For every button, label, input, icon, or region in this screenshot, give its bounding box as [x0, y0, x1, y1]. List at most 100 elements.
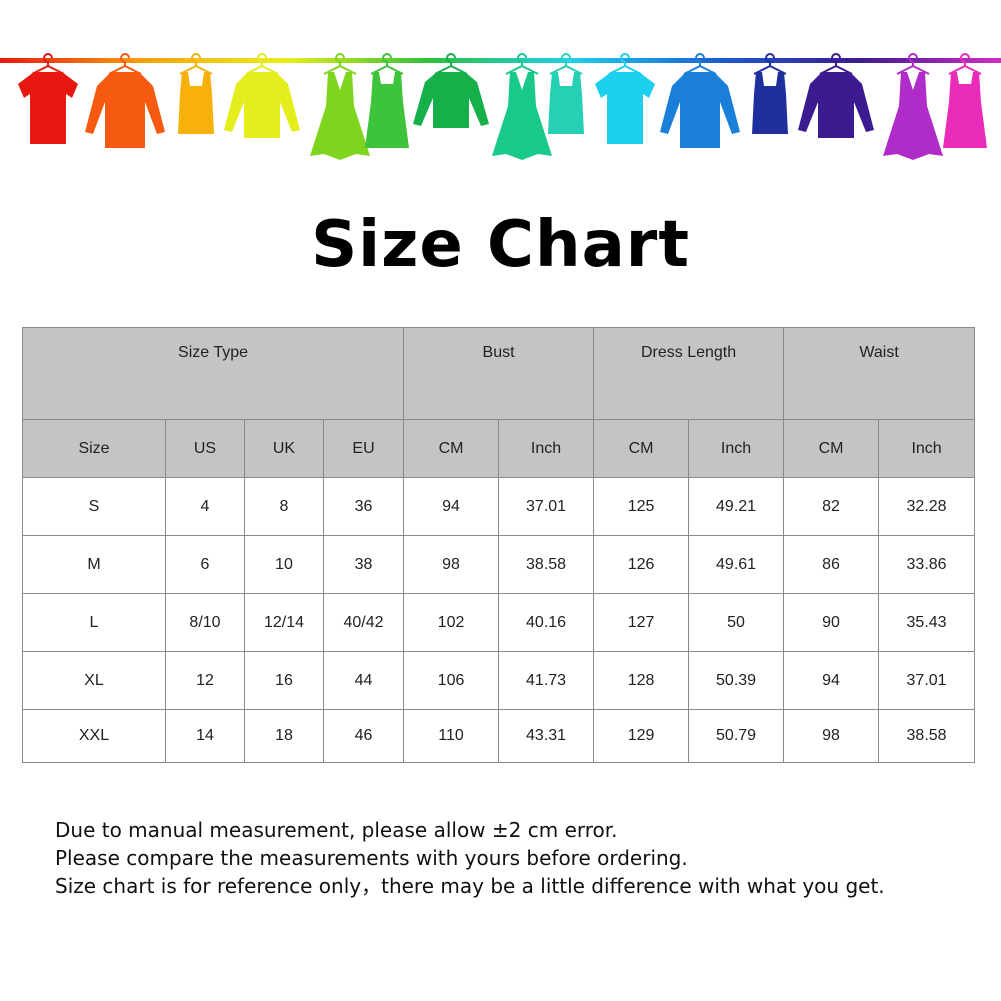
cardigan-garment-icon	[224, 53, 300, 138]
table-cell: 90	[783, 593, 880, 652]
hanger-icon	[31, 53, 65, 75]
note-line: Due to manual measurement, please allow …	[55, 818, 618, 842]
table-cell: XL	[22, 651, 166, 710]
note-line: Size chart is for reference only，there m…	[55, 874, 885, 898]
hanger-icon	[245, 53, 279, 75]
table-cell: 49.61	[688, 535, 785, 594]
header-size-type: Size Type	[21, 327, 405, 420]
sub-header-cell: Inch	[498, 419, 595, 478]
dress-garment-icon	[310, 53, 370, 160]
table-cell: 46	[322, 709, 405, 763]
table-cell: 8	[244, 477, 324, 536]
hanger-icon	[683, 53, 717, 75]
hanger-icon	[549, 53, 583, 75]
header-bust: Bust	[403, 327, 595, 420]
sub-header-cell: EU	[322, 419, 405, 478]
hanger-icon	[370, 53, 404, 75]
page-title: Size Chart	[311, 208, 690, 282]
hanger-icon	[819, 53, 853, 75]
sub-header-cell: CM	[403, 419, 500, 478]
table-cell: 102	[403, 593, 500, 652]
table-cell: 12/14	[244, 593, 324, 652]
header-dress-length: Dress Length	[593, 327, 785, 420]
shirt-shape	[85, 72, 165, 148]
table-cell: XXL	[22, 709, 166, 763]
tshirt-shape	[18, 72, 78, 144]
table-cell: 8/10	[165, 593, 245, 652]
table-cell: 43.31	[498, 709, 595, 763]
table-cell: 16	[244, 651, 324, 710]
table-cell: 86	[783, 535, 880, 594]
table-cell: 4	[165, 477, 245, 536]
table-cell: 38.58	[498, 535, 595, 594]
table-cell: S	[22, 477, 166, 536]
tankdress-shape	[943, 72, 987, 148]
tank-garment-icon	[752, 53, 788, 134]
sub-header-cell: CM	[593, 419, 690, 478]
table-cell: 98	[783, 709, 880, 763]
dress-garment-icon	[492, 53, 552, 160]
size-chart-table: Size Type Bust Dress Length Waist Size US…	[21, 327, 976, 763]
hanger-icon	[608, 53, 642, 75]
hanger-icon	[108, 53, 142, 75]
hanger-icon	[179, 53, 213, 75]
table-cell: 36	[322, 477, 405, 536]
note-line: Please compare the measurements with you…	[55, 846, 688, 870]
header-waist: Waist	[783, 327, 976, 420]
tank-shape	[178, 72, 214, 134]
table-cell: 50.79	[688, 709, 785, 763]
table-cell: 33.86	[878, 535, 976, 594]
table-cell: 40.16	[498, 593, 595, 652]
hanger-icon	[896, 53, 930, 75]
tshirt-garment-icon	[18, 53, 78, 144]
shirt-garment-icon	[85, 53, 165, 148]
table-row: L 8/10 12/14 40/42 102 40.16 127 50 90 35.43	[22, 593, 976, 652]
clothes-rod	[0, 58, 1001, 63]
tank-garment-icon	[178, 53, 214, 134]
table-cell: 40/42	[322, 593, 405, 652]
table-cell: 38.58	[878, 709, 976, 763]
tank-shape	[548, 72, 584, 134]
clothes-hanger-banner	[0, 53, 1001, 160]
table-cell: 32.28	[878, 477, 976, 536]
sub-header-cell: Inch	[878, 419, 976, 478]
hanger-icon	[434, 53, 468, 75]
table-cell: 18	[244, 709, 324, 763]
cardigan-shape	[224, 72, 300, 138]
tank-garment-icon	[548, 53, 584, 134]
sub-header-cell: UK	[244, 419, 324, 478]
table-cell: 44	[322, 651, 405, 710]
tankdress-garment-icon	[365, 53, 409, 148]
table-cell: 38	[322, 535, 405, 594]
table-cell: 129	[593, 709, 690, 763]
table-cell: 41.73	[498, 651, 595, 710]
cardigan-garment-icon	[798, 53, 874, 138]
table-cell: 35.43	[878, 593, 976, 652]
tshirt-shape	[595, 72, 655, 144]
table-cell: 110	[403, 709, 500, 763]
hanger-icon	[948, 53, 982, 75]
hanger-icon	[753, 53, 787, 75]
sub-header-cell: Inch	[688, 419, 785, 478]
hanger-icon	[505, 53, 539, 75]
notes: Due to manual measurement, please allow …	[55, 816, 885, 900]
table-cell: 37.01	[498, 477, 595, 536]
table-cell: 50.39	[688, 651, 785, 710]
sub-header-cell: Size	[22, 419, 166, 478]
table-cell: 49.21	[688, 477, 785, 536]
sub-header-cell: CM	[783, 419, 880, 478]
tankdress-garment-icon	[943, 53, 987, 148]
table-cell: 14	[165, 709, 245, 763]
table-cell: 127	[593, 593, 690, 652]
table-cell: 106	[403, 651, 500, 710]
table-cell: 10	[244, 535, 324, 594]
dress-garment-icon	[883, 53, 943, 160]
table-row: M 6 10 38 98 38.58 126 49.61 86 33.86	[22, 535, 976, 594]
cardigan-shape	[798, 72, 874, 138]
table-cell: M	[22, 535, 166, 594]
tank-shape	[752, 72, 788, 134]
table-cell: 98	[403, 535, 500, 594]
table-cell: 126	[593, 535, 690, 594]
tshirt-garment-icon	[595, 53, 655, 144]
hanger-icon	[323, 53, 357, 75]
